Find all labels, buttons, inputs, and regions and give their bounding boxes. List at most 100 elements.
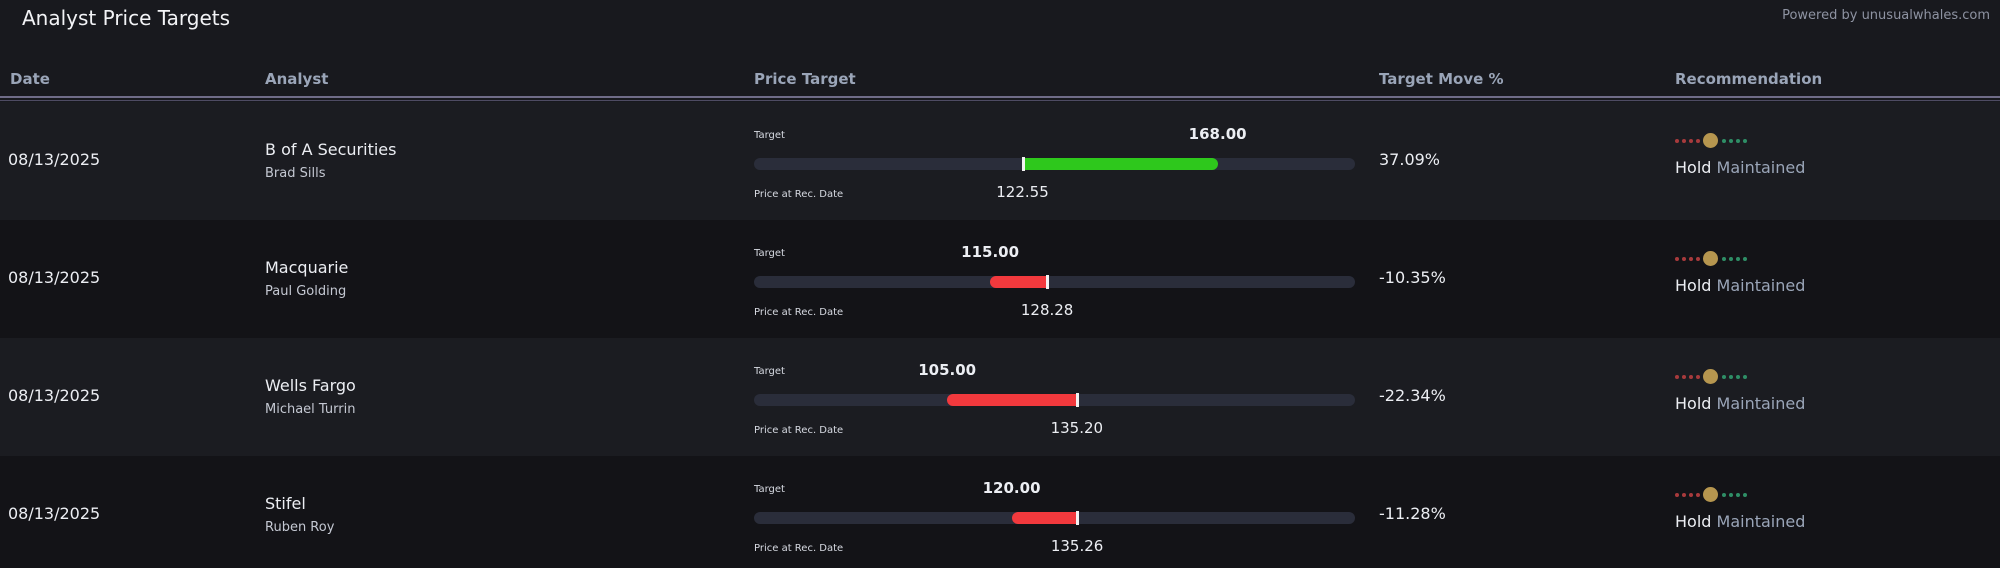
- row-date: 08/13/2025: [8, 268, 101, 287]
- sell-scale-dot: [1675, 375, 1679, 379]
- price-at-rec-label: Price at Rec. Date: [754, 425, 844, 436]
- column-header-target-move[interactable]: Target Move %: [1379, 70, 1504, 88]
- sell-scale-dot: [1675, 139, 1679, 143]
- row-date: 08/13/2025: [8, 504, 101, 523]
- target-move-percent: -10.35%: [1379, 268, 1446, 287]
- sell-scale-dot: [1682, 375, 1686, 379]
- recommendation-status: Maintained: [1716, 394, 1806, 413]
- sell-scale-dot: [1696, 375, 1700, 379]
- sell-scale-dot: [1689, 257, 1693, 261]
- current-price-marker: [1046, 275, 1050, 289]
- powered-by-label: Powered by unusualwhales.com: [1782, 8, 1990, 23]
- sell-scale-dot: [1689, 139, 1693, 143]
- buy-scale-dot: [1736, 493, 1740, 497]
- target-increase-fill: [1022, 158, 1218, 170]
- target-decrease-fill: [947, 394, 1077, 406]
- target-price-value: 115.00: [961, 243, 1020, 261]
- buy-scale-dot: [1736, 257, 1740, 261]
- recommendation-text: Hold Maintained: [1675, 394, 1805, 413]
- buy-scale-dot: [1729, 375, 1733, 379]
- analyst-firm[interactable]: Stifel: [265, 494, 306, 513]
- recommendation-action: Hold: [1675, 158, 1712, 177]
- column-header-analyst[interactable]: Analyst: [265, 70, 329, 88]
- sell-scale-dot: [1675, 257, 1679, 261]
- price-target-bar: [754, 275, 1355, 289]
- hold-indicator-dot: [1703, 133, 1718, 148]
- buy-scale-dot: [1743, 493, 1747, 497]
- header-divider: [0, 96, 2000, 98]
- target-move-percent: 37.09%: [1379, 150, 1441, 169]
- column-header-date[interactable]: Date: [10, 70, 50, 88]
- current-price-marker: [1021, 157, 1025, 171]
- target-price-value: 168.00: [1188, 125, 1247, 143]
- row-date: 08/13/2025: [8, 150, 101, 169]
- buy-scale-dot: [1736, 375, 1740, 379]
- buy-scale-dot: [1729, 257, 1733, 261]
- buy-scale-dot: [1722, 493, 1726, 497]
- sell-scale-dot: [1696, 139, 1700, 143]
- analyst-name: Paul Golding: [265, 284, 347, 299]
- recommendation-status: Maintained: [1716, 276, 1806, 295]
- target-label: Target: [754, 130, 785, 141]
- column-header-price-target[interactable]: Price Target: [754, 70, 856, 88]
- price-at-rec-label: Price at Rec. Date: [754, 543, 844, 554]
- recommendation-text: Hold Maintained: [1675, 158, 1805, 177]
- buy-scale-dot: [1722, 257, 1726, 261]
- table-row[interactable]: 08/13/2025 B of A Securities Brad Sills Tar…: [0, 102, 2000, 220]
- table-row[interactable]: 08/13/2025 Macquarie Paul Golding Target Pri…: [0, 220, 2000, 338]
- price-at-rec-label: Price at Rec. Date: [754, 307, 844, 318]
- price-target-bar: [754, 157, 1355, 171]
- sell-scale-dot: [1682, 139, 1686, 143]
- recommendation-status: Maintained: [1716, 512, 1806, 531]
- price-at-rec-label: Price at Rec. Date: [754, 189, 844, 200]
- analyst-name: Brad Sills: [265, 166, 326, 181]
- buy-scale-dot: [1736, 139, 1740, 143]
- table-row[interactable]: 08/13/2025 Stifel Ruben Roy Target Price at …: [0, 456, 2000, 568]
- buy-scale-dot: [1729, 139, 1733, 143]
- sell-scale-dot: [1696, 493, 1700, 497]
- target-move-percent: -11.28%: [1379, 504, 1446, 523]
- buy-scale-dot: [1743, 257, 1747, 261]
- buy-scale-dot: [1722, 139, 1726, 143]
- recommendation-action: Hold: [1675, 512, 1712, 531]
- buy-scale-dot: [1743, 375, 1747, 379]
- target-label: Target: [754, 484, 785, 495]
- analyst-firm[interactable]: Wells Fargo: [265, 376, 356, 395]
- analyst-firm[interactable]: B of A Securities: [265, 140, 397, 159]
- current-price-marker: [1075, 393, 1079, 407]
- hold-indicator-dot: [1703, 487, 1718, 502]
- target-price-value: 120.00: [982, 479, 1041, 497]
- target-price-value: 105.00: [918, 361, 977, 379]
- hold-indicator-dot: [1703, 369, 1718, 384]
- recommendation-action: Hold: [1675, 276, 1712, 295]
- table-header: Date Analyst Price Target Target Move % …: [0, 66, 2000, 94]
- recommendation-text: Hold Maintained: [1675, 276, 1805, 295]
- sell-scale-dot: [1689, 375, 1693, 379]
- price-at-rec-value: 135.26: [1050, 537, 1104, 555]
- recommendation-status: Maintained: [1716, 158, 1806, 177]
- sell-scale-dot: [1682, 257, 1686, 261]
- buy-scale-dot: [1722, 375, 1726, 379]
- analyst-name: Ruben Roy: [265, 520, 335, 535]
- hold-indicator-dot: [1703, 251, 1718, 266]
- row-date: 08/13/2025: [8, 386, 101, 405]
- table-row[interactable]: 08/13/2025 Wells Fargo Michael Turrin Targe…: [0, 338, 2000, 456]
- analyst-firm[interactable]: Macquarie: [265, 258, 349, 277]
- page-title: Analyst Price Targets: [22, 6, 231, 30]
- sell-scale-dot: [1696, 257, 1700, 261]
- recommendation-text: Hold Maintained: [1675, 512, 1805, 531]
- target-label: Target: [754, 248, 785, 259]
- column-header-recommendation[interactable]: Recommendation: [1675, 70, 1823, 88]
- recommendation-action: Hold: [1675, 394, 1712, 413]
- target-move-percent: -22.34%: [1379, 386, 1446, 405]
- buy-scale-dot: [1743, 139, 1747, 143]
- price-at-rec-value: 122.55: [996, 183, 1049, 201]
- header-divider-secondary: [0, 100, 2000, 101]
- buy-scale-dot: [1729, 493, 1733, 497]
- sell-scale-dot: [1689, 493, 1693, 497]
- sell-scale-dot: [1675, 493, 1679, 497]
- price-at-rec-value: 135.20: [1050, 419, 1104, 437]
- price-target-bar: [754, 511, 1355, 525]
- current-price-marker: [1076, 511, 1080, 525]
